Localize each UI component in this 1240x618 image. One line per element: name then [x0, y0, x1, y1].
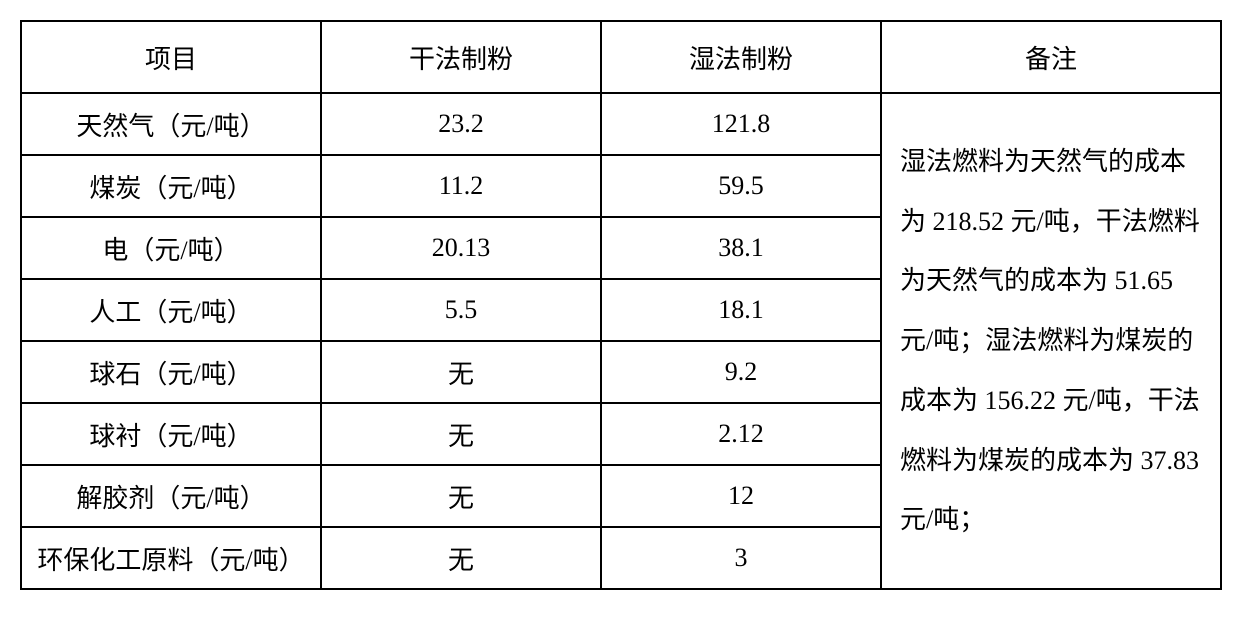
cell-remarks: 湿法燃料为天然气的成本为 218.52 元/吨，干法燃料为天然气的成本为 51.…	[881, 93, 1221, 589]
cost-comparison-table: 项目 干法制粉 湿法制粉 备注 天然气（元/吨） 23.2 121.8 湿法燃料…	[20, 20, 1222, 590]
cell-wet: 38.1	[601, 217, 881, 279]
cell-wet: 59.5	[601, 155, 881, 217]
cell-dry: 5.5	[321, 279, 601, 341]
col-header-dry: 干法制粉	[321, 21, 601, 93]
col-header-wet: 湿法制粉	[601, 21, 881, 93]
table-header-row: 项目 干法制粉 湿法制粉 备注	[21, 21, 1221, 93]
cell-item: 电（元/吨）	[21, 217, 321, 279]
cell-dry: 23.2	[321, 93, 601, 155]
cell-dry: 20.13	[321, 217, 601, 279]
cell-wet: 121.8	[601, 93, 881, 155]
cell-item: 环保化工原料（元/吨）	[21, 527, 321, 589]
cell-dry: 11.2	[321, 155, 601, 217]
table-row: 天然气（元/吨） 23.2 121.8 湿法燃料为天然气的成本为 218.52 …	[21, 93, 1221, 155]
cell-dry: 无	[321, 341, 601, 403]
cell-wet: 3	[601, 527, 881, 589]
cell-dry: 无	[321, 527, 601, 589]
cell-item: 煤炭（元/吨）	[21, 155, 321, 217]
col-header-item: 项目	[21, 21, 321, 93]
cell-wet: 2.12	[601, 403, 881, 465]
cell-item: 球石（元/吨）	[21, 341, 321, 403]
cell-item: 人工（元/吨）	[21, 279, 321, 341]
cell-item: 天然气（元/吨）	[21, 93, 321, 155]
cell-item: 解胶剂（元/吨）	[21, 465, 321, 527]
cell-wet: 12	[601, 465, 881, 527]
cell-item: 球衬（元/吨）	[21, 403, 321, 465]
col-header-remarks: 备注	[881, 21, 1221, 93]
cell-dry: 无	[321, 403, 601, 465]
cell-dry: 无	[321, 465, 601, 527]
cell-wet: 18.1	[601, 279, 881, 341]
cell-wet: 9.2	[601, 341, 881, 403]
